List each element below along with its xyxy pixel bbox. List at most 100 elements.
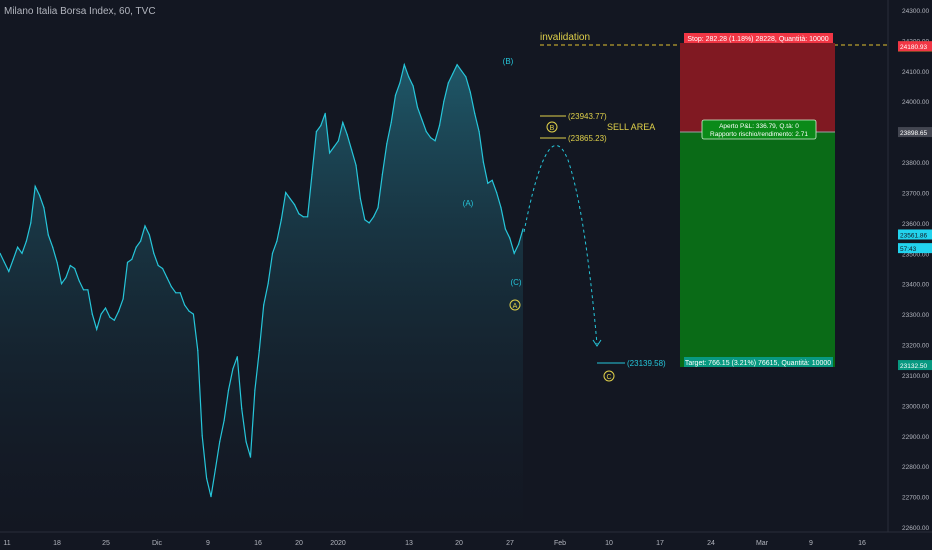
price-point xyxy=(377,207,379,209)
price-point xyxy=(113,319,115,321)
price-point xyxy=(403,64,405,66)
price-point xyxy=(170,286,172,288)
price-point xyxy=(456,64,458,66)
price-point xyxy=(12,258,14,260)
price-axis-bg xyxy=(888,0,932,550)
price-point xyxy=(91,313,93,315)
price-point xyxy=(302,216,304,218)
price-point xyxy=(223,420,225,422)
price-point xyxy=(289,198,291,200)
stop-zone xyxy=(680,43,835,133)
price-point xyxy=(192,313,194,315)
wave-label-B-upper: (B) xyxy=(503,57,514,66)
price-point xyxy=(496,191,498,194)
price-point xyxy=(315,131,317,133)
wave-label-A-upper: (A) xyxy=(463,199,474,208)
price-point xyxy=(359,198,361,200)
price-point xyxy=(30,222,32,224)
y-tick-label: 22600.00 xyxy=(902,525,929,532)
y-tick-label: 24000.00 xyxy=(902,99,929,106)
x-tick-label: 17 xyxy=(656,540,664,547)
price-point xyxy=(43,207,45,209)
y-tick-label: 22900.00 xyxy=(902,434,929,441)
price-label-entry-box xyxy=(898,127,932,138)
stop-label: Stop: 282.28 (1.18%) 28228, Quantità: 10… xyxy=(687,36,828,43)
price-point xyxy=(280,219,282,221)
y-tick-label: 24100.00 xyxy=(902,69,929,76)
x-tick-label: 27 xyxy=(506,540,514,547)
price-point xyxy=(425,131,427,133)
price-point xyxy=(416,106,419,108)
price-point xyxy=(491,179,493,181)
price-point xyxy=(166,277,168,279)
price-point xyxy=(78,280,80,282)
price-point xyxy=(104,307,107,309)
price-point xyxy=(56,261,58,263)
y-tick-label: 23800.00 xyxy=(902,160,929,167)
price-point xyxy=(232,368,234,370)
price-point xyxy=(513,252,515,254)
price-point xyxy=(447,82,449,84)
x-tick-label: Feb xyxy=(554,540,566,547)
price-axis[interactable]: 22600.00 22700.00 22800.00 22900.00 23000.00… xyxy=(887,0,932,550)
price-point xyxy=(460,70,463,72)
price-point xyxy=(96,328,98,330)
price-point xyxy=(69,264,71,267)
price-point xyxy=(368,222,370,224)
target-zone xyxy=(680,132,835,367)
price-point xyxy=(298,213,300,215)
y-tick-label: 23300.00 xyxy=(902,312,929,319)
y-tick-label: 22700.00 xyxy=(902,495,929,502)
price-point xyxy=(504,228,506,230)
price-point xyxy=(157,264,159,267)
x-tick-label: 24 xyxy=(707,540,715,547)
price-point xyxy=(52,246,54,248)
pnl-info-line2: Rapporto rischio/rendimento: 2.71 xyxy=(710,131,808,138)
time-axis[interactable]: 11 18 25 Dic 9 16 20 2020 13 20 27 Feb 10 17 24 Mar 9 16 xyxy=(0,531,932,550)
price-label-last: 23561.86 xyxy=(900,232,927,239)
price-point xyxy=(241,407,243,409)
price-point xyxy=(47,234,49,236)
price-point xyxy=(390,121,392,124)
price-point xyxy=(197,350,199,352)
x-tick-label: 9 xyxy=(206,540,210,547)
x-tick-label: Dic xyxy=(152,540,163,547)
price-point xyxy=(201,435,203,437)
price-point xyxy=(355,164,357,166)
price-label-countdown-box xyxy=(898,243,932,254)
price-point xyxy=(434,140,436,142)
price-point xyxy=(188,310,190,312)
price-point xyxy=(487,182,489,184)
price-point xyxy=(65,277,67,279)
level-label-target: (23139.58) xyxy=(627,359,666,368)
price-point xyxy=(500,207,502,209)
price-point xyxy=(179,292,181,294)
price-point xyxy=(126,261,129,263)
price-point xyxy=(307,216,309,218)
price-point xyxy=(140,240,142,242)
price-point xyxy=(148,234,150,236)
price-point xyxy=(474,112,476,114)
price-label-countdown: 57:43 xyxy=(900,246,917,253)
price-point xyxy=(329,152,331,154)
wave-circle-C xyxy=(603,370,615,382)
price-point xyxy=(263,304,265,306)
price-point xyxy=(478,131,480,133)
price-point xyxy=(60,283,63,285)
price-point xyxy=(267,283,269,285)
price-point xyxy=(17,246,19,248)
price-point xyxy=(469,91,471,93)
wave-label-C-upper: (C) xyxy=(510,278,521,287)
y-tick-label: 23700.00 xyxy=(902,190,929,197)
price-point xyxy=(394,94,397,96)
price-point xyxy=(276,240,278,242)
price-point xyxy=(184,304,186,306)
price-point xyxy=(118,310,120,312)
price-point xyxy=(25,240,27,242)
price-point xyxy=(373,216,375,218)
price-point xyxy=(333,146,335,148)
pnl-info-box xyxy=(701,119,817,140)
position-tool-layer[interactable]: Stop: 282.28 (1.18%) 28228, Quantità: 10… xyxy=(680,33,835,367)
price-point xyxy=(74,267,76,270)
